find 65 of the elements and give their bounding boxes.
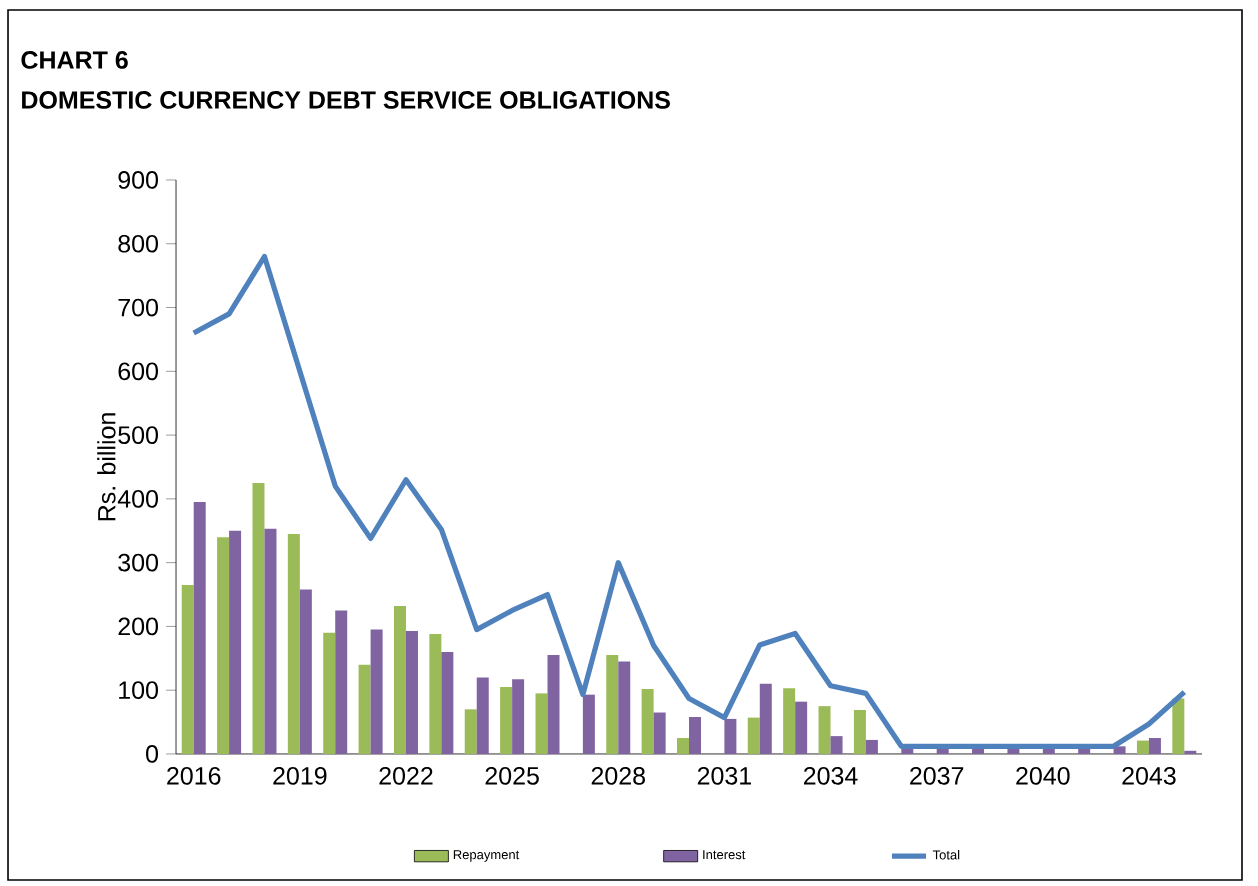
- bar: [429, 634, 442, 754]
- x-tick-label: 2040: [1016, 767, 1070, 785]
- bar: [370, 629, 383, 754]
- bar: [795, 701, 808, 754]
- y-tick-label: 200: [118, 617, 158, 636]
- bar: [1113, 746, 1126, 754]
- bar: [287, 533, 300, 754]
- x-tick-label: 2037: [910, 767, 964, 785]
- bar: [724, 718, 737, 754]
- chart-subtitle: DOMESTIC CURRENCY DEBT SERVICE OBLIGATIONS: [22, 91, 670, 109]
- y-axis-title: Rs. billion: [97, 413, 116, 521]
- bar: [500, 687, 513, 754]
- y-tick-label: 0: [146, 745, 159, 763]
- y-tick-label: 100: [119, 681, 158, 700]
- x-tick-label: 2016: [167, 767, 221, 785]
- x-tick-label: 2028: [591, 767, 645, 785]
- bar: [865, 739, 878, 754]
- bar: [677, 738, 690, 754]
- bar: [358, 664, 371, 754]
- bar: [830, 736, 843, 754]
- bar: [181, 584, 194, 754]
- bar: [299, 589, 312, 754]
- bar: [405, 630, 418, 754]
- bar: [853, 709, 866, 754]
- bar: [335, 610, 348, 754]
- x-tick-label: 2019: [273, 767, 327, 785]
- bar: [653, 712, 666, 754]
- x-tick-label: 2031: [697, 767, 751, 785]
- x-tick-label: 2022: [379, 767, 433, 785]
- bar: [1136, 740, 1149, 754]
- bar: [1172, 698, 1185, 754]
- bar: [582, 694, 595, 754]
- bar: [229, 530, 242, 754]
- y-tick-label: 600: [118, 362, 158, 381]
- y-tick-label: 300: [118, 553, 158, 572]
- bar: [464, 709, 477, 754]
- y-tick-label: 700: [118, 298, 158, 317]
- bar: [535, 693, 548, 754]
- bar: [641, 688, 654, 754]
- bar: [217, 537, 230, 754]
- bar: [476, 677, 489, 754]
- bar: [689, 716, 702, 754]
- bar: [547, 655, 560, 754]
- x-tick-label: 2025: [485, 767, 539, 785]
- bar: [606, 655, 619, 754]
- bar: [323, 632, 336, 754]
- bar: [759, 683, 772, 754]
- bar: [252, 482, 265, 754]
- y-tick-label: 400: [117, 490, 158, 508]
- chart-title: CHART 6: [21, 51, 128, 69]
- bar: [193, 502, 206, 754]
- y-tick-label: 900: [118, 171, 158, 189]
- bar: [393, 606, 406, 754]
- y-tick-label: 800: [118, 234, 158, 253]
- bar: [1148, 738, 1161, 754]
- bar: [512, 679, 525, 754]
- bar: [818, 706, 831, 754]
- y-tick-label: 500: [118, 426, 158, 444]
- bar: [441, 651, 454, 754]
- x-tick-label: 2043: [1122, 767, 1176, 785]
- bar: [618, 661, 631, 754]
- bar: [747, 717, 760, 754]
- bar: [783, 688, 796, 754]
- x-tick-label: 2034: [803, 767, 858, 785]
- bar: [264, 528, 277, 754]
